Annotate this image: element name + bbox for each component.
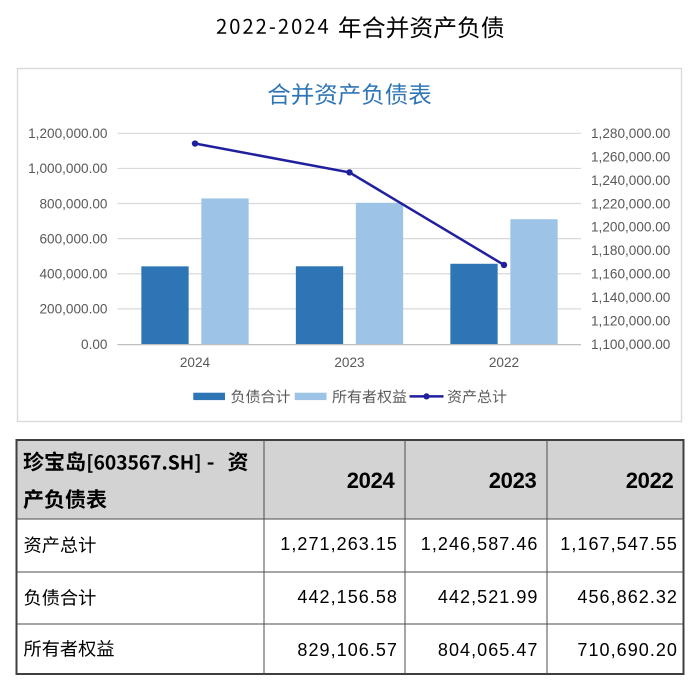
- svg-text:1,120,000.00: 1,120,000.00: [591, 313, 671, 328]
- svg-text:1,246,587.46: 1,246,587.46: [421, 534, 539, 554]
- svg-text:1,271,263.15: 1,271,263.15: [280, 534, 398, 554]
- svg-text:442,156.58: 442,156.58: [297, 587, 398, 607]
- svg-text:1,280,000.00: 1,280,000.00: [591, 126, 671, 141]
- svg-text:804,065.47: 804,065.47: [438, 640, 539, 660]
- svg-text:710,690.20: 710,690.20: [577, 640, 678, 660]
- svg-text:200,000.00: 200,000.00: [39, 302, 107, 317]
- svg-text:800,000.00: 800,000.00: [39, 196, 107, 211]
- svg-text:1,200,000.00: 1,200,000.00: [28, 126, 108, 141]
- svg-text:1,240,000.00: 1,240,000.00: [591, 173, 671, 188]
- svg-text:2023: 2023: [334, 355, 364, 370]
- svg-text:1,167,547.55: 1,167,547.55: [560, 534, 678, 554]
- svg-text:1,100,000.00: 1,100,000.00: [591, 337, 671, 352]
- svg-text:1,220,000.00: 1,220,000.00: [591, 196, 671, 211]
- svg-text:2022: 2022: [626, 468, 674, 493]
- svg-text:1,160,000.00: 1,160,000.00: [591, 267, 671, 282]
- svg-text:1,000,000.00: 1,000,000.00: [28, 161, 108, 176]
- svg-text:2022: 2022: [489, 355, 519, 370]
- svg-text:1,180,000.00: 1,180,000.00: [591, 243, 671, 258]
- svg-text:456,862.32: 456,862.32: [577, 587, 678, 607]
- svg-text:1,200,000.00: 1,200,000.00: [591, 220, 671, 235]
- svg-text:829,106.57: 829,106.57: [297, 640, 398, 660]
- svg-text:2023: 2023: [489, 468, 537, 493]
- svg-text:2024: 2024: [347, 468, 396, 493]
- svg-text:2024: 2024: [180, 355, 211, 370]
- svg-text:400,000.00: 400,000.00: [39, 267, 107, 282]
- svg-text:1,260,000.00: 1,260,000.00: [591, 150, 671, 165]
- svg-text:1,140,000.00: 1,140,000.00: [591, 290, 671, 305]
- svg-text:442,521.99: 442,521.99: [438, 587, 539, 607]
- svg-text:0.00: 0.00: [81, 337, 108, 352]
- svg-text:600,000.00: 600,000.00: [39, 231, 107, 246]
